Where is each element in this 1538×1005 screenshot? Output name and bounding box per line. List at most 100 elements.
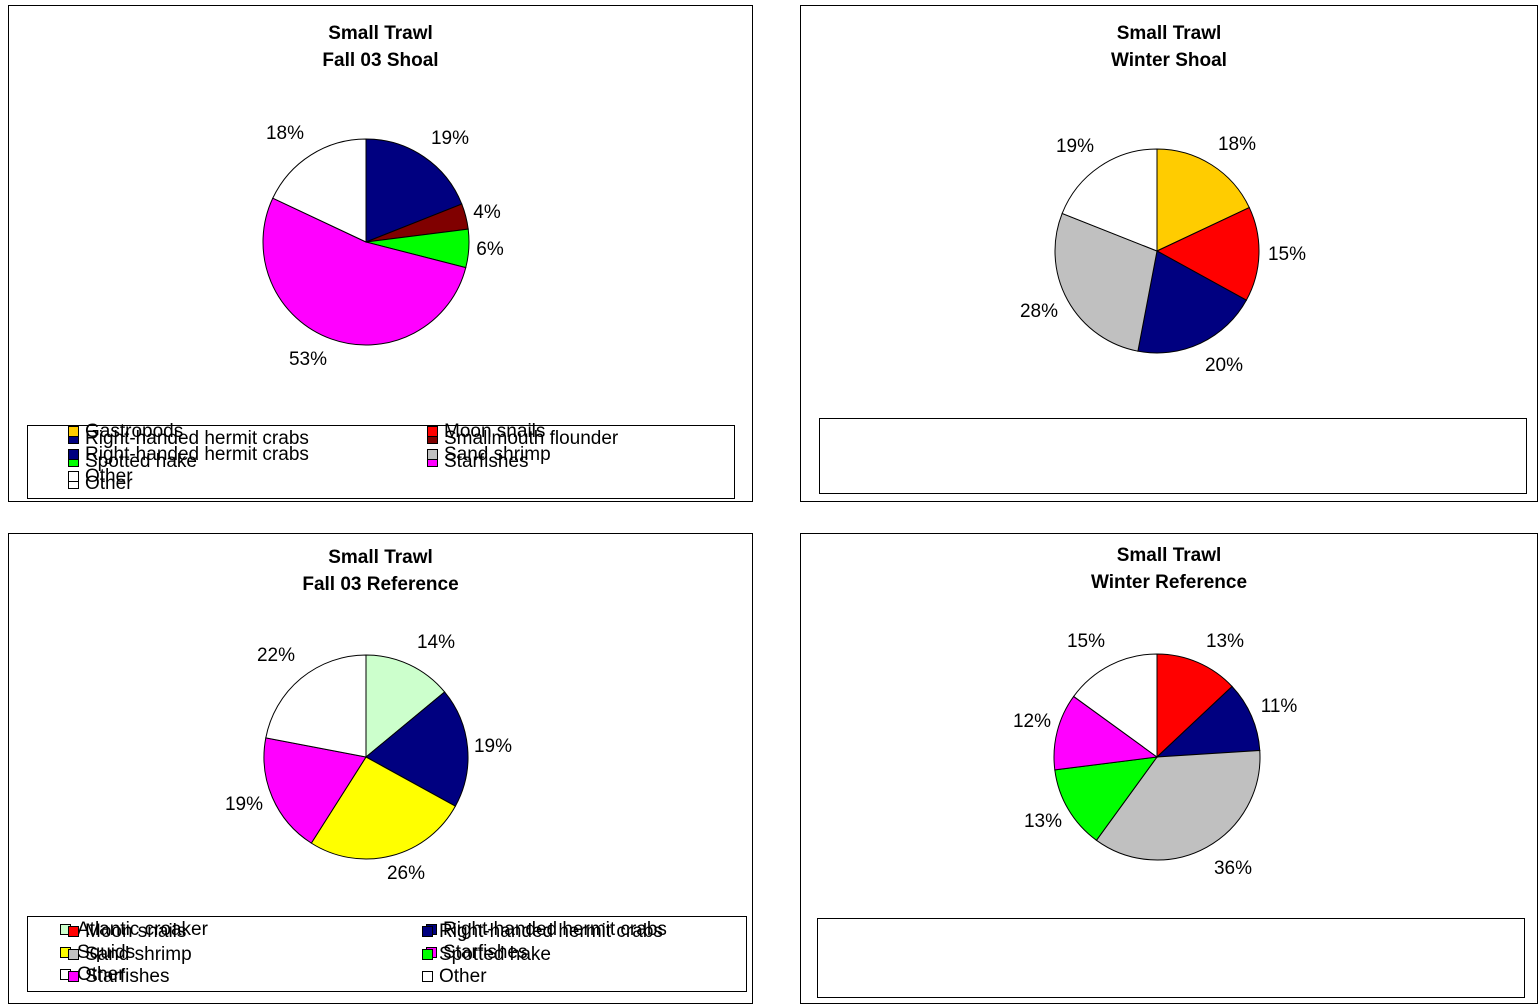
legend-item-squids: Squids [60,942,135,964]
legend-label: Right-handed hermit crabs [85,428,309,449]
legend-item-moon-snails: Moon snails [427,421,545,443]
chart-title-line: Small Trawl [328,23,433,44]
pie-slice-right-handed-hermit-crabs [1155,685,1261,758]
pie-slice-other [1072,653,1158,758]
pie-slice-right-handed-hermit-crabs [365,691,469,807]
legend-label: Spotted hake [85,450,197,472]
pie-slice-starfishes [263,737,367,844]
chart-title-line: Small Trawl [1116,23,1222,44]
legend-swatch [427,426,438,437]
data-label-sand-shrimp: 28% [1020,301,1058,322]
legend-label: Other [77,964,125,985]
data-label-moon-snails: 13% [1206,631,1244,652]
legend-item-sand-shrimp: Sand shrimp [68,944,192,966]
data-label-starfishes: 12% [1013,711,1051,732]
legend-label: Starfishes [444,450,529,472]
pie-slice-gastropods [1156,148,1250,252]
legend-item-gastropods: Gastropods [68,421,183,443]
pie-chart: 13% 11% 36% 13% 12% 15% [1013,631,1298,879]
chart-panel-fall-03-reference: Small Trawl Fall 03 Reference 14% 19% 26% 19%… [8,533,753,1004]
legend-label: Other [439,966,487,987]
legend-swatch [68,971,79,982]
legend-label: Spotted hake [439,943,551,965]
chart-title: Small Trawl Winter Shoal [801,20,1537,74]
pie-slice-atlantic-croaker [365,654,446,759]
data-label-starfishes: 19% [225,794,263,815]
data-label-sand-shrimp: 36% [1214,858,1252,879]
chart-subtitle: Winter Reference [1090,572,1248,593]
data-label-right-handed-hermit-crabs: 19% [474,736,512,757]
legend-label: Sand shrimp [85,943,192,965]
pie-slice-right-handed-hermit-crabs [365,138,463,243]
legend-label: Right-handed hermit crabs [439,921,663,942]
legend-swatch [427,448,438,460]
legend-item-right-handed-hermit-crabs: Right-handed hermit crabs [422,921,663,943]
legend-label: Right-handed hermit crabs [443,919,667,940]
pie-slice-squids [310,756,457,860]
legend-label: Starfishes [443,941,528,963]
legend-item-other: Other [422,966,487,988]
data-label-moon-snails: 15% [1268,244,1306,265]
data-label-other: 22% [257,645,295,666]
legend-label: Right-handed hermit crabs [85,443,309,465]
chart-legend: Right-handed hermit crabs Smallmouth flou… [27,425,735,499]
legend-item-spotted-hake: Spotted hake [422,944,551,966]
pie-chart: 18% 15% 20% 28% 19% [1020,134,1306,376]
data-label-squids: 26% [387,863,425,884]
legend-swatch [68,448,79,460]
legend-swatch [68,471,79,482]
data-label-right-handed-hermit-crabs: 11% [1261,696,1298,717]
chart-title-line: Small Trawl [328,547,433,568]
legend-item-other: Other [68,466,133,488]
pie-slice-right-handed-hermit-crabs [1137,250,1248,354]
data-label-spotted-hake: 13% [1024,811,1062,832]
legend-swatch [68,426,79,437]
chart-title: Small Trawl Fall 03 Shoal [9,20,752,74]
pie-slice-starfishes [262,197,467,346]
legend-item-moon-snails: Moon snails [68,921,186,943]
chart-title-line: Small Trawl [1116,545,1222,566]
legend-label: Smallmouth flounder [444,428,619,449]
legend-label: Other [85,466,133,487]
data-label-other: 19% [1056,136,1094,157]
legend-label: Squids [77,941,136,963]
pie-slice-moon-snails [1156,653,1233,759]
legend-label: Gastropods [85,421,184,442]
legend-item-sand-shrimp: Sand shrimp [427,444,551,466]
data-label-right-handed-hermit-crabs: 20% [1205,355,1243,376]
chart-panel-winter-shoal: Small Trawl Winter Shoal 18% 15% 20% 28% 19% Ga… [68,5,1538,502]
pie-slice-other [265,654,367,758]
data-label-spotted-hake: 6% [476,239,504,260]
chart-subtitle: Fall 03 Shoal [322,50,439,71]
chart-subtitle: Fall 03 Reference [302,574,459,595]
legend-item-right-handed-hermit-crabs: Right-handed hermit crabs [68,444,309,466]
legend-label: Atlantic croaker [77,919,208,940]
data-label-other: 18% [266,123,304,144]
data-label-starfishes: 53% [289,349,327,370]
legend-swatch [68,926,79,937]
data-label-smallmouth-flounder: 4% [473,202,501,223]
legend-label: Starfishes [85,966,170,987]
legend-label: Sand shrimp [444,443,551,465]
pie-slice-other [1061,148,1158,252]
pie-slice-spotted-hake [1054,756,1159,842]
pie-slice-other [272,138,367,243]
pie-chart: 14% 19% 26% 19% 22% [225,632,512,884]
chart-title: Small Trawl Fall 03 Reference [9,544,752,598]
chart-title: Small Trawl Winter Reference [801,542,1537,596]
data-label-right-handed-hermit-crabs: 19% [431,128,469,149]
pie-slice-starfishes [1053,695,1159,771]
chart-panel-winter-reference: Small Trawl Winter Reference 13% 11% 36% 13% 1… [68,533,1538,1004]
pie-slice-moon-snails [1155,206,1260,301]
legend-label: Moon snails [85,921,187,942]
legend-label: Other [85,473,133,494]
legend-swatch [422,926,433,937]
data-label-other: 15% [1067,631,1105,652]
data-label-atlantic-croaker: 14% [417,632,455,653]
chart-panel-fall-03-shoal: Small Trawl Fall 03 Shoal 19% 4% 6% 53% 18% Rig… [8,5,753,502]
chart-subtitle: Winter Shoal [1111,50,1227,71]
legend-swatch [422,971,433,982]
pie-slice-sand-shrimp [1054,212,1158,352]
pie-chart: 19% 4% 6% 53% 18% [262,123,504,370]
legend-item-starfishes: Starfishes [68,966,169,988]
